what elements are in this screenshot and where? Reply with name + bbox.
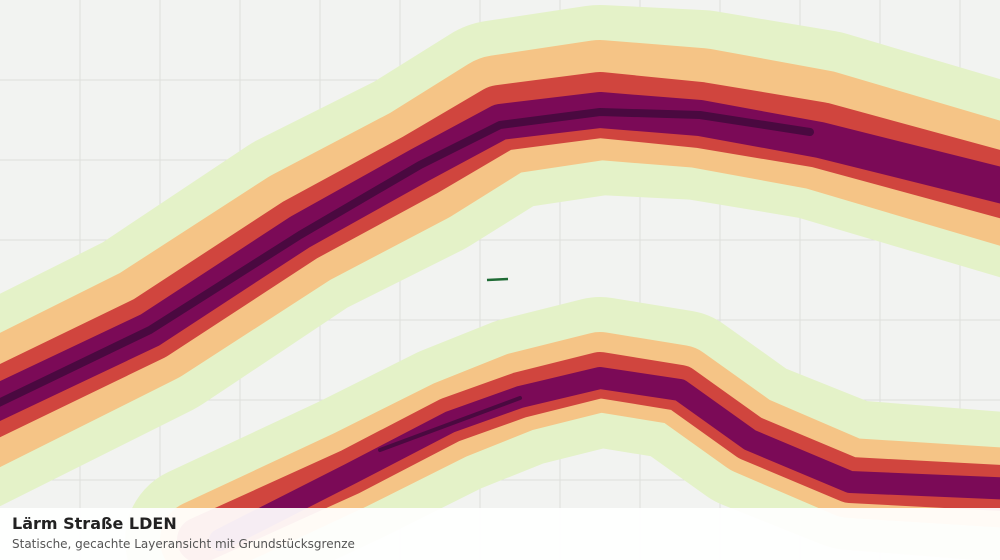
noise-upper-road (0, 5, 1000, 506)
noise-lower-road (125, 297, 1000, 560)
noise-band-highest (0, 108, 814, 407)
layer-title: Lärm Straße LDEN (12, 514, 177, 533)
noise-band-high (209, 367, 1000, 551)
caption-bar: Lärm Straße LDEN Statische, gecachte Lay… (0, 508, 1000, 560)
noise-band-highest (378, 396, 522, 452)
property-boundary (486, 277, 509, 282)
layer-subtitle: Statische, gecachte Layeransicht mit Gru… (12, 537, 355, 551)
